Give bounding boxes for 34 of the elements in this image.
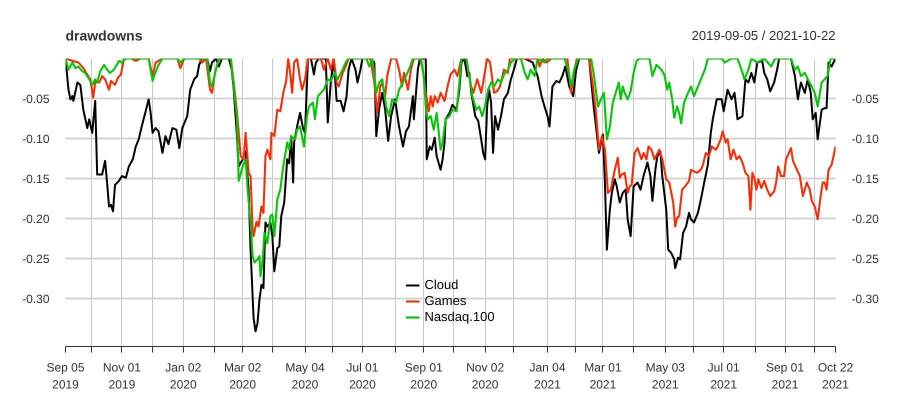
x-tick-label: May 04 2020 — [285, 360, 326, 392]
x-tick-label: May 03 2021 — [646, 360, 686, 392]
x-tick-label: Sep 05 2019 — [46, 360, 85, 392]
x-tick-label: Mar 02 2020 — [224, 360, 262, 392]
x-tick-label: Nov 01 2019 — [102, 360, 142, 392]
y-tick-label: -0.15 — [22, 172, 50, 186]
legend-label: Cloud — [424, 277, 458, 292]
x-tick-label: Sep 01 2020 — [404, 360, 444, 392]
y-tick-label: -0.20 — [22, 212, 50, 226]
x-tick-label: Sep 01 2021 — [766, 360, 804, 392]
x-tick-label: Oct 22 2021 — [818, 360, 854, 392]
chart-subtitle: 2019-09-05 / 2021-10-22 — [692, 28, 836, 43]
y2-tick-label: -0.05 — [852, 92, 880, 106]
y2-tick-label: -0.10 — [852, 132, 880, 146]
line-series — [66, 58, 836, 238]
x-tick-label: Jul 01 2021 — [708, 360, 740, 392]
y2-tick-label: -0.30 — [852, 292, 880, 306]
legend-label: Games — [424, 293, 466, 308]
y-tick-label: -0.10 — [22, 132, 50, 146]
y2-tick-label: -0.15 — [852, 172, 880, 186]
x-tick-label: Nov 02 2020 — [466, 360, 504, 392]
line-series — [66, 58, 836, 278]
y2-tick-label: -0.20 — [852, 212, 880, 226]
x-tick-label: Mar 01 2021 — [584, 360, 622, 392]
line-series — [66, 58, 836, 332]
y2-tick-label: -0.25 — [852, 252, 880, 266]
x-tick-label: Jan 02 2020 — [165, 360, 202, 392]
legend-label: Nasdaq.100 — [424, 309, 495, 324]
y-tick-label: -0.25 — [22, 252, 50, 266]
y-tick-label: -0.05 — [22, 92, 50, 106]
chart-title: drawdowns — [66, 28, 143, 44]
x-tick-label: Jan 04 2021 — [529, 360, 566, 392]
x-tick-label: Jul 01 2020 — [346, 360, 379, 392]
y-tick-label: -0.30 — [22, 292, 50, 306]
